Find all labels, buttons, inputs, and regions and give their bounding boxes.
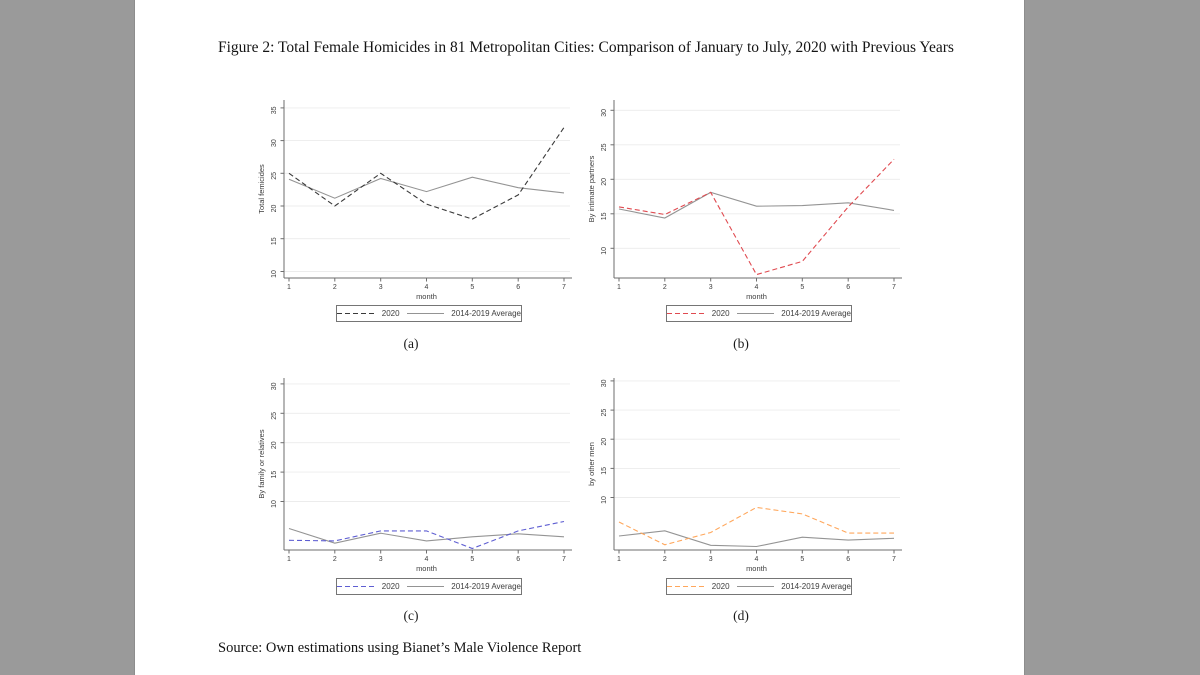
legend-label-2020: 2020	[711, 582, 730, 591]
subfigure-caption-d: (d)	[733, 608, 749, 623]
svg-text:25: 25	[601, 143, 608, 151]
legend-panel-c: 2020 2014-2019 Average	[336, 578, 522, 595]
chart-other-men: 10 15 20 25 30 1 2 3 4 5 6 7 month by other men	[587, 378, 902, 573]
legend-label-average: 2014-2019 Average	[451, 582, 521, 591]
legend-label-2020: 2020	[381, 582, 400, 591]
svg-text:4: 4	[425, 556, 429, 563]
legend-label-average: 2014-2019 Average	[781, 309, 851, 318]
legend-panel-a: 2020 2014-2019 Average	[336, 305, 522, 322]
svg-text:15: 15	[271, 237, 278, 245]
legend-label-average: 2014-2019 Average	[781, 582, 851, 591]
svg-text:35: 35	[271, 106, 278, 114]
svg-text:25: 25	[271, 412, 278, 420]
svg-text:2: 2	[333, 284, 337, 291]
svg-text:2: 2	[663, 556, 667, 563]
svg-text:15: 15	[601, 212, 608, 220]
legend-label-2020: 2020	[381, 309, 400, 318]
svg-text:1: 1	[617, 284, 621, 291]
svg-text:6: 6	[516, 556, 520, 563]
svg-text:4: 4	[425, 284, 429, 291]
subfigure-caption-a: (a)	[403, 336, 419, 351]
dashed-line-sample	[337, 585, 375, 588]
paper-page: Figure 2: Total Female Homicides in 81 M…	[134, 0, 1025, 675]
svg-text:5: 5	[470, 284, 474, 291]
legend-panel-d: 2020 2014-2019 Average	[666, 578, 852, 595]
svg-text:3: 3	[379, 556, 383, 563]
svg-text:5: 5	[800, 284, 804, 291]
svg-text:30: 30	[271, 139, 278, 147]
subfigure-caption-c: (c)	[403, 608, 419, 623]
svg-text:20: 20	[271, 205, 278, 213]
figure-title: Figure 2: Total Female Homicides in 81 M…	[218, 39, 954, 56]
svg-text:30: 30	[601, 109, 608, 117]
chart-family-relatives: 10 15 20 25 30 1 2 3 4 5 6 7 month By family or relat…	[257, 378, 572, 573]
svg-text:30: 30	[601, 379, 608, 387]
svg-text:3: 3	[709, 556, 713, 563]
svg-text:25: 25	[601, 409, 608, 417]
svg-text:month: month	[416, 564, 437, 573]
svg-text:7: 7	[892, 556, 896, 563]
svg-text:4: 4	[755, 556, 759, 563]
chart-total-femicides: 10 15 20 25 30 35 1 2 3 4 5 6 7 month Total femicides	[257, 100, 572, 301]
svg-text:15: 15	[601, 467, 608, 475]
svg-text:20: 20	[601, 438, 608, 446]
svg-text:30: 30	[271, 382, 278, 390]
svg-text:10: 10	[271, 500, 278, 508]
svg-text:1: 1	[287, 556, 291, 563]
svg-text:by other men: by other men	[587, 442, 596, 486]
svg-text:7: 7	[562, 284, 566, 291]
svg-text:7: 7	[562, 556, 566, 563]
svg-text:month: month	[416, 292, 437, 301]
svg-text:2: 2	[663, 284, 667, 291]
svg-text:5: 5	[800, 556, 804, 563]
svg-text:10: 10	[601, 247, 608, 255]
svg-text:6: 6	[846, 556, 850, 563]
svg-text:month: month	[746, 292, 767, 301]
dashed-line-sample	[337, 312, 375, 315]
svg-text:15: 15	[271, 471, 278, 479]
svg-text:7: 7	[892, 284, 896, 291]
legend-panel-b: 2020 2014-2019 Average	[666, 305, 852, 322]
svg-text:25: 25	[271, 172, 278, 180]
solid-line-sample	[406, 585, 445, 588]
svg-text:2: 2	[333, 556, 337, 563]
source-note: Source: Own estimations using Bianet’s M…	[218, 640, 582, 656]
legend-label-2020: 2020	[711, 309, 730, 318]
solid-line-sample	[406, 312, 445, 315]
legend-label-average: 2014-2019 Average	[451, 309, 521, 318]
svg-text:20: 20	[271, 441, 278, 449]
svg-text:By intimate partners: By intimate partners	[587, 155, 596, 222]
svg-text:1: 1	[287, 284, 291, 291]
svg-text:4: 4	[755, 284, 759, 291]
svg-text:10: 10	[601, 496, 608, 504]
solid-line-sample	[736, 312, 775, 315]
svg-text:Total femicides: Total femicides	[257, 164, 266, 214]
svg-text:3: 3	[379, 284, 383, 291]
svg-text:month: month	[746, 564, 767, 573]
svg-text:5: 5	[470, 556, 474, 563]
dashed-line-sample	[667, 312, 705, 315]
svg-text:1: 1	[617, 556, 621, 563]
solid-line-sample	[736, 585, 775, 588]
chart-intimate-partners: 10 15 20 25 30 1 2 3 4 5 6 7 month By intimate partne…	[587, 100, 902, 301]
svg-text:10: 10	[271, 270, 278, 278]
svg-text:6: 6	[516, 284, 520, 291]
svg-text:By family or relatives: By family or relatives	[257, 429, 266, 498]
svg-text:3: 3	[709, 284, 713, 291]
dashed-line-sample	[667, 585, 705, 588]
subfigure-caption-b: (b)	[733, 336, 749, 351]
svg-text:20: 20	[601, 178, 608, 186]
svg-text:6: 6	[846, 284, 850, 291]
